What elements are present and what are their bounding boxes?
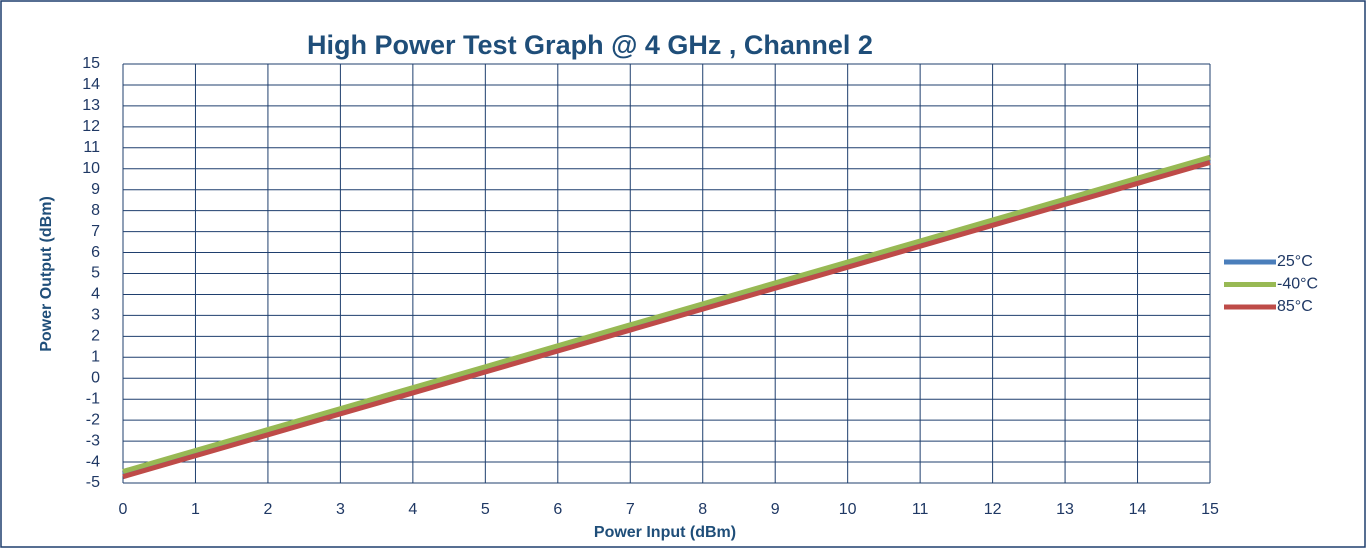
- x-tick-label: 11: [912, 501, 929, 518]
- y-tick-label: -5: [86, 474, 100, 491]
- y-tick-label: 12: [82, 118, 100, 135]
- x-tick-label: 2: [263, 501, 272, 518]
- y-tick-label: -2: [86, 411, 100, 428]
- x-tick-label: 8: [698, 501, 707, 518]
- y-tick-label: 14: [82, 76, 100, 93]
- legend-label: 85°C: [1277, 298, 1313, 315]
- y-tick-label: -3: [86, 432, 100, 449]
- series-line: [122, 154, 1211, 474]
- y-tick-label: 8: [91, 202, 100, 219]
- series-line: [122, 160, 1211, 480]
- y-tick-label: 11: [83, 139, 100, 156]
- y-tick-label: 7: [91, 223, 100, 240]
- x-tick-label: 14: [1129, 501, 1147, 518]
- y-tick-label: 13: [82, 97, 100, 114]
- x-tick-label: 1: [191, 501, 200, 518]
- x-tick-label: 12: [984, 501, 1002, 518]
- legend-label: 25°C: [1277, 253, 1313, 270]
- y-axis-label: Power Output (dBm): [38, 196, 55, 352]
- x-tick-label: 5: [481, 501, 490, 518]
- x-tick-label: 0: [119, 501, 128, 518]
- x-tick-label: 15: [1201, 501, 1219, 518]
- y-tick-label: 10: [82, 160, 100, 177]
- x-tick-label: 13: [1056, 501, 1074, 518]
- y-tick-label: 5: [91, 265, 100, 282]
- y-tick-label: 15: [82, 55, 100, 72]
- x-tick-label: 3: [336, 501, 345, 518]
- y-tick-label: 1: [91, 349, 100, 366]
- y-tick-label: -4: [86, 453, 100, 470]
- x-tick-label: 6: [553, 501, 562, 518]
- y-tick-label: 6: [91, 244, 100, 261]
- x-tick-label: 7: [626, 501, 635, 518]
- x-tick-label: 9: [771, 501, 780, 518]
- y-tick-label: 3: [91, 307, 100, 324]
- x-tick-label: 10: [839, 501, 857, 518]
- y-tick-label: 4: [91, 286, 100, 303]
- y-tick-label: -1: [86, 390, 100, 407]
- y-tick-label: 9: [91, 181, 100, 198]
- y-tick-label: 0: [91, 369, 100, 386]
- legend-label: -40°C: [1277, 276, 1318, 293]
- chart-title: High Power Test Graph @ 4 GHz , Channel …: [307, 30, 873, 60]
- x-tick-label: 4: [408, 501, 417, 518]
- y-tick-label: 2: [91, 328, 100, 345]
- x-axis-label: Power Input (dBm): [594, 524, 736, 541]
